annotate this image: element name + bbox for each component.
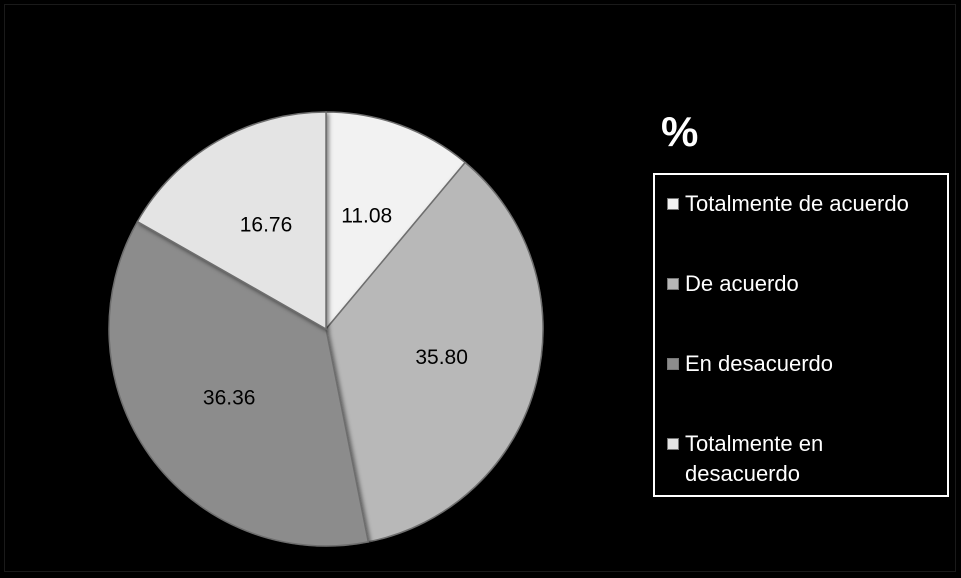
legend-label-4: Totalmente en desacuerdo: [685, 431, 824, 486]
pie-slice-4: [136, 111, 327, 331]
legend: Totalmente de acuerdo De acuerdo En desacu…: [653, 173, 949, 497]
legend-swatch-1: [667, 198, 679, 210]
chart-title: %: [661, 108, 699, 155]
pie-chart: 11.08 35.80 36.36 16.76: [108, 111, 544, 547]
legend-swatch-3: [667, 358, 679, 370]
legend-label-2: De acuerdo: [685, 271, 799, 296]
legend-item-1: Totalmente de acuerdo: [667, 189, 943, 219]
pie-slice-2: [325, 161, 544, 543]
data-label-3: 36.36: [203, 386, 256, 409]
legend-label-3: En desacuerdo: [685, 351, 833, 376]
data-label-2: 35.80: [415, 346, 468, 369]
legend-swatch-2: [667, 278, 679, 290]
chart-area: 11.08 35.80 36.36 16.76 % Totalmente de acu…: [4, 4, 956, 572]
legend-label-1: Totalmente de acuerdo: [685, 191, 909, 216]
legend-swatch-4: [667, 438, 679, 450]
pie-slice-3: [108, 220, 370, 547]
legend-item-2: De acuerdo: [667, 269, 943, 299]
data-label-1: 11.08: [341, 204, 392, 227]
legend-item-4: Totalmente en desacuerdo: [667, 429, 943, 489]
legend-item-3: En desacuerdo: [667, 349, 943, 379]
data-label-4: 16.76: [240, 213, 293, 236]
pie-slice-1: [325, 111, 467, 332]
